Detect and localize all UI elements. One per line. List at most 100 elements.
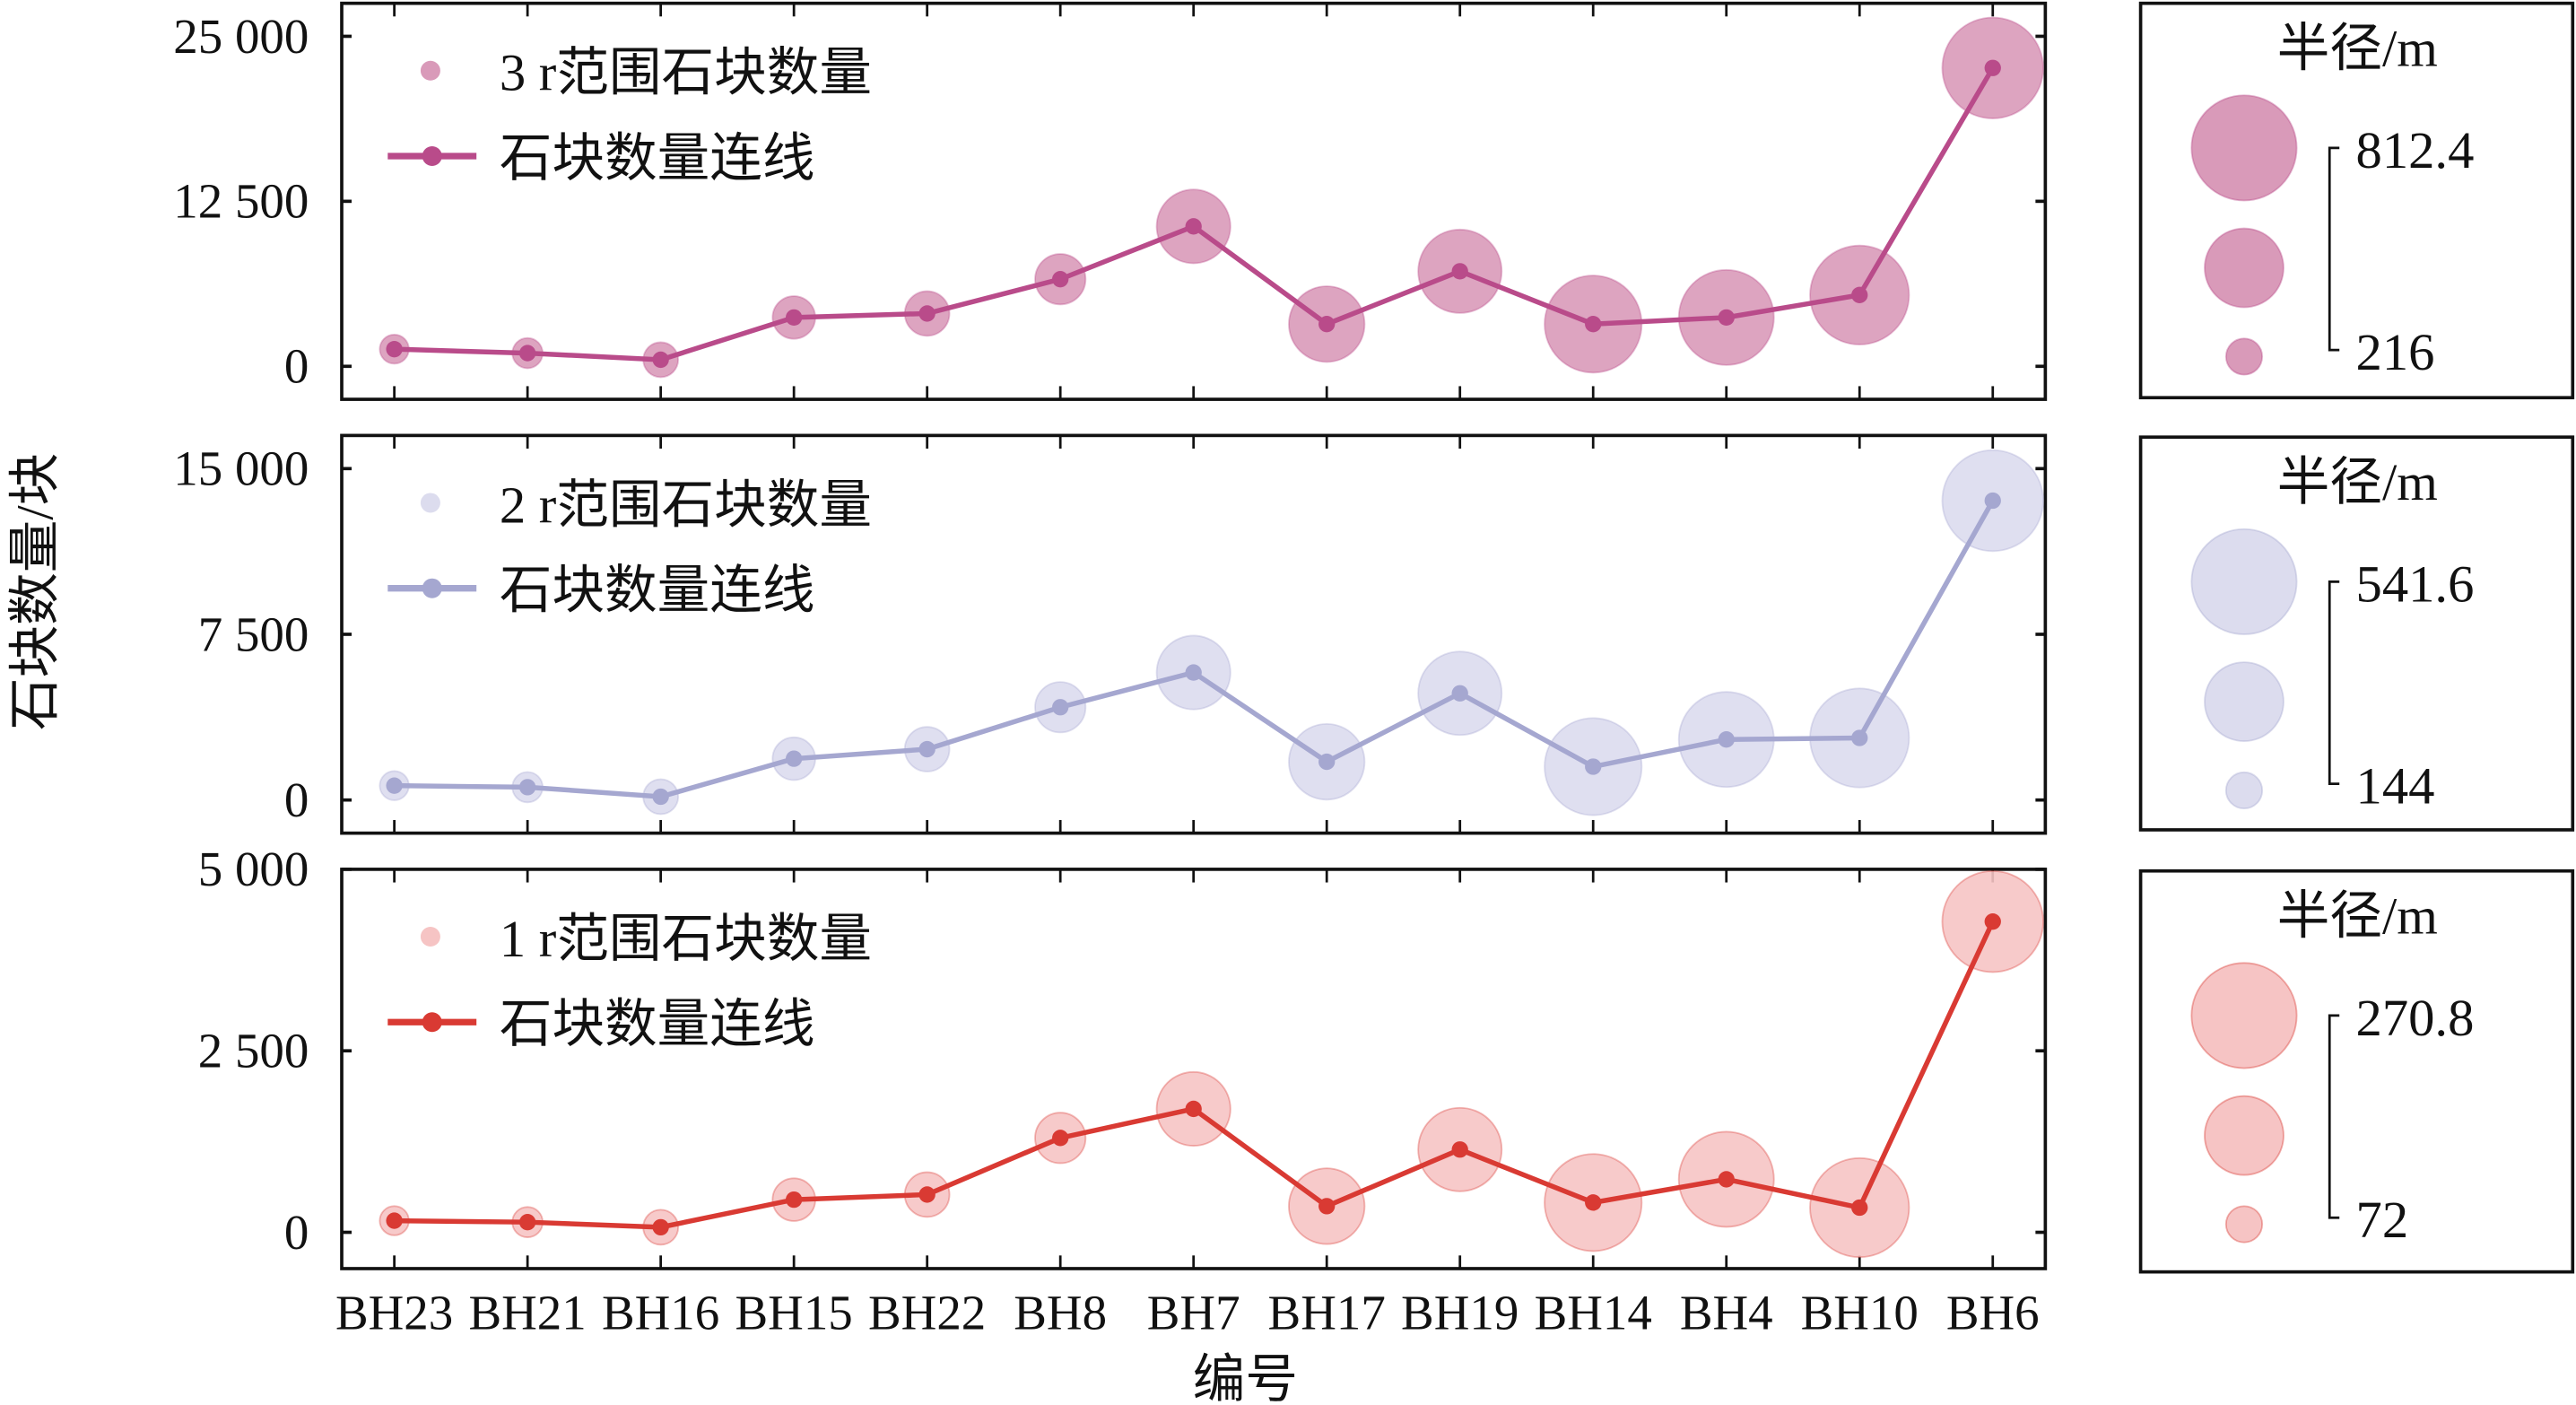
data-point-bh8 (1052, 271, 1069, 288)
x-tick-label: BH16 (602, 1286, 719, 1340)
data-point-bh19 (1451, 263, 1468, 280)
x-tick-label: BH14 (1535, 1286, 1652, 1340)
size-legend-max-label: 270.8 (2356, 989, 2475, 1047)
data-point-bh19 (1451, 685, 1468, 702)
size-legend-small-bubble (2224, 771, 2264, 810)
data-point-bh4 (1718, 309, 1735, 327)
data-point-bh21 (518, 1214, 536, 1231)
size-legend-small-bubble (2224, 1205, 2264, 1244)
data-point-bh6 (1984, 59, 2001, 76)
data-point-bh22 (918, 1186, 936, 1203)
legend-line-label: 石块数量连线 (500, 562, 815, 620)
y-axis-label: 石块数量/块 (6, 453, 65, 730)
data-point-bh14 (1585, 758, 1602, 775)
x-tick-label: BH4 (1680, 1286, 1773, 1340)
data-point-bh8 (1052, 699, 1069, 716)
data-point-bh14 (1585, 316, 1602, 333)
size-legend-min-label: 216 (2356, 323, 2435, 381)
size-legend-box (2138, 868, 2575, 1274)
data-point-bh4 (1718, 1171, 1735, 1188)
data-point-bh19 (1451, 1141, 1468, 1158)
legend-line-point (422, 146, 442, 166)
y-tick-label: 25 000 (173, 9, 309, 64)
size-legend-medium-bubble (2204, 227, 2284, 309)
data-point-bh16 (652, 351, 669, 369)
panel-3: BH23 BH21 BH16 BH15 BH22 BH8 BH7 BH17 BH19 BH14 BH… (198, 842, 2575, 1340)
y-tick-label: 0 (284, 1205, 309, 1260)
size-legend-title: 半径/m (2277, 886, 2438, 945)
size-legend-min-label: 144 (2356, 757, 2435, 816)
data-point-bh16 (652, 788, 669, 806)
size-legend-3: 半径/m 270.8 72 (2138, 868, 2575, 1274)
size-legend-medium-bubble (2204, 661, 2284, 742)
y-tick-label: 0 (284, 772, 309, 827)
data-point-bh15 (785, 1191, 803, 1209)
data-point-bh23 (386, 341, 403, 358)
data-point-bh4 (1718, 731, 1735, 748)
data-point-bh10 (1851, 729, 1868, 746)
x-axis-label: 编号 (1193, 1350, 1298, 1405)
data-point-bh14 (1585, 1194, 1602, 1211)
size-legend-bracket (2328, 1014, 2340, 1219)
data-point-bh23 (386, 777, 403, 794)
data-point-bh10 (1851, 286, 1868, 303)
size-legend-title: 半径/m (2277, 453, 2438, 511)
data-point-bh7 (1185, 218, 1202, 235)
legend-bubble-marker (420, 927, 440, 947)
size-legend-1: 半径/m 812.4 216 (2138, 1, 2575, 400)
y-tick-label: 2 500 (198, 1024, 309, 1078)
data-point-bh22 (918, 305, 936, 322)
data-point-bh23 (386, 1212, 403, 1229)
size-legend-title: 半径/m (2277, 19, 2438, 77)
y-tick-label: 7 500 (198, 607, 309, 661)
x-tick-label: BH7 (1147, 1286, 1240, 1340)
legend-line-label: 石块数量连线 (500, 995, 815, 1053)
size-legend-bracket (2328, 146, 2340, 352)
data-point-bh15 (785, 309, 803, 327)
size-legend-box (2138, 1, 2575, 400)
x-tick-label: BH22 (868, 1286, 986, 1340)
data-point-bh16 (652, 1218, 669, 1236)
size-legend-min-label: 72 (2356, 1191, 2409, 1249)
data-point-bh7 (1185, 1100, 1202, 1118)
x-tick-label: BH15 (735, 1286, 853, 1340)
data-point-bh21 (518, 345, 536, 362)
legend-bubble-label: 2 r范围石块数量 (500, 476, 872, 534)
legend-line-point (422, 1012, 442, 1033)
data-point-bh7 (1185, 664, 1202, 681)
data-point-bh17 (1318, 1198, 1336, 1215)
data-point-bh21 (518, 779, 536, 796)
data-point-bh17 (1318, 316, 1336, 333)
data-point-bh15 (785, 750, 803, 767)
y-tick-label: 12 500 (173, 174, 309, 229)
data-point-bh8 (1052, 1130, 1069, 1147)
data-point-bh6 (1984, 492, 2001, 510)
x-tick-label: BH6 (1946, 1286, 2040, 1340)
data-point-bh17 (1318, 753, 1336, 771)
y-tick-label: 5 000 (198, 842, 309, 896)
size-legend-box (2138, 435, 2575, 832)
size-legend-medium-bubble (2204, 1095, 2284, 1176)
x-tick-label: BH23 (335, 1286, 453, 1340)
size-legend-large-bubble (2190, 962, 2298, 1069)
size-legend-bracket (2328, 580, 2340, 786)
data-point-bh6 (1984, 913, 2001, 930)
size-legend-max-label: 541.6 (2356, 554, 2475, 613)
legend-bubble-marker (420, 60, 440, 81)
legend-bubble-label: 1 r范围石块数量 (500, 910, 872, 968)
legend-bubble-marker (420, 493, 440, 513)
legend-line-point (422, 578, 442, 598)
legend-line-label: 石块数量连线 (500, 129, 815, 188)
size-legend-large-bubble (2190, 94, 2298, 202)
x-tick-label: BH21 (468, 1286, 586, 1340)
data-point-bh10 (1851, 1199, 1868, 1217)
x-tick-label: BH10 (1801, 1286, 1919, 1340)
y-tick-label: 15 000 (173, 441, 309, 496)
x-tick-label: BH17 (1268, 1286, 1386, 1340)
legend-bubble-label: 3 r范围石块数量 (500, 44, 872, 102)
x-tick-label: BH8 (1014, 1286, 1107, 1340)
size-legend-large-bubble (2190, 528, 2298, 635)
